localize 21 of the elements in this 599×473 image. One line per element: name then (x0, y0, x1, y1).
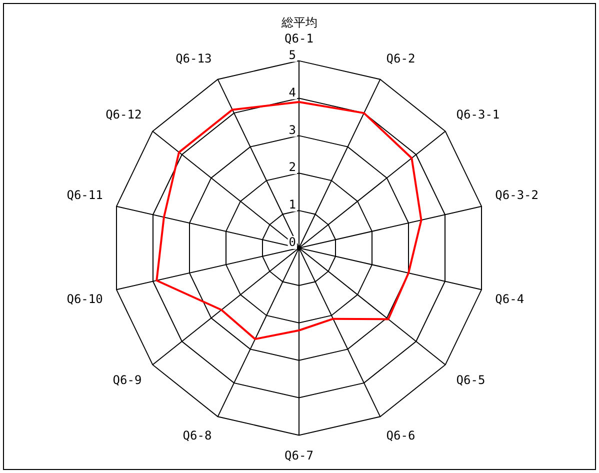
spoke-label: Q6-10 (66, 292, 103, 306)
y-tick-label: 1 (288, 198, 296, 212)
spoke-label: Q6-8 (182, 428, 212, 443)
spoke-label: Q6-7 (284, 448, 314, 463)
spoke-label: Q6-5 (456, 372, 486, 387)
spoke-label: Q6-6 (386, 428, 416, 443)
spoke-label: Q6-3-1 (456, 107, 500, 122)
spoke-label: Q6-13 (176, 52, 212, 66)
spoke-label: Q6-1 (284, 32, 314, 46)
spoke-label: Q6-3-2 (495, 188, 539, 202)
spoke-label: Q6-4 (495, 292, 524, 306)
spoke-label: Q6-11 (66, 188, 103, 202)
spoke-label: Q6-9 (112, 372, 142, 387)
y-tick-label: 4 (288, 85, 296, 100)
y-tick-label: 5 (288, 48, 296, 62)
spoke-label: Q6-2 (386, 52, 416, 66)
y-tick-label: 0 (288, 235, 296, 250)
chart-title: 総平均 (280, 15, 318, 30)
y-tick-label: 2 (288, 160, 296, 174)
spoke-label: Q6-12 (106, 107, 142, 122)
y-tick-label: 3 (288, 122, 296, 137)
